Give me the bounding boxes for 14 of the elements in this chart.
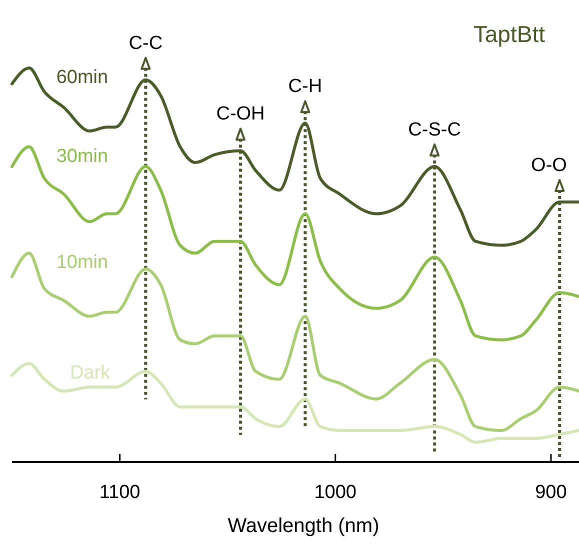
ref-line-label: C-OH [216,104,265,125]
series-label: 30min [56,146,108,167]
series-label: 10min [56,252,108,274]
ref-line-label: O-O [531,154,567,176]
x-tick-label: 1000 [314,482,357,503]
x-axis-title: Wavelength (nm) [228,515,380,537]
chart-title: TaptBtt [473,21,546,47]
ref-line-label: C-H [288,76,322,98]
x-tick-label: 1100 [99,482,140,503]
x-tick-label: 900 [535,482,567,503]
series-label: 60min [56,67,108,88]
ref-line-label: C-C [128,32,163,54]
series-label: Dark [70,362,111,384]
ref-line-label: C-S-C [408,120,461,140]
